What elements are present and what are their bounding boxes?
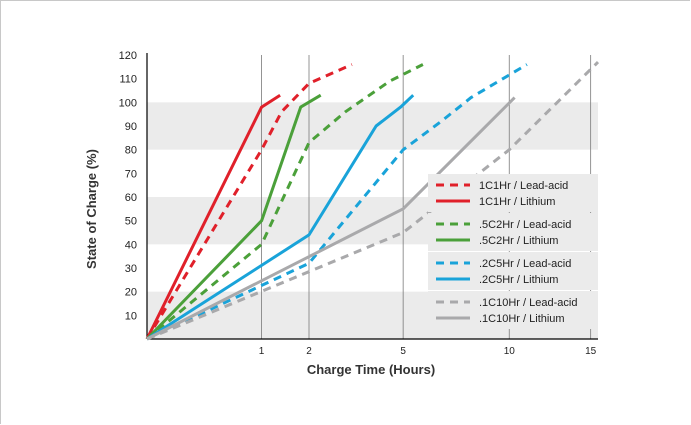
series-line-5 [146, 63, 528, 341]
y-tick-label: 60 [125, 192, 137, 204]
legend-label-5: .2C5Hr / Lead-acid [479, 258, 571, 270]
x-tick-label: 5 [400, 346, 406, 357]
x-tick-label: 1 [259, 346, 265, 357]
y-tick-label: 100 [119, 97, 137, 109]
y-tick-label: 10 [125, 310, 137, 322]
x-tick-labels: 1 2 5 10 15 [259, 346, 597, 357]
y-tick-label: 50 [125, 216, 137, 228]
legend-label-7: .1C10Hr / Lead-acid [479, 297, 577, 309]
legend: 1C1Hr / Lead-acid 1C1Hr / Lithium .5C2Hr /… [428, 174, 598, 329]
legend-label-6: .2C5Hr / Lithium [479, 274, 558, 286]
band-80-100 [147, 102, 598, 150]
y-tick-label: 110 [119, 74, 137, 86]
legend-label-2: 1C1Hr / Lithium [479, 196, 555, 208]
y-tick-labels: 10 20 30 40 50 60 70 80 90 100 110 120 [119, 50, 137, 322]
y-tick-label: 120 [119, 50, 137, 62]
y-axis-label: State of Charge (%) [84, 149, 99, 269]
y-tick-label: 90 [125, 121, 137, 133]
x-axis-label: Charge Time (Hours) [307, 362, 435, 377]
series-lines [145, 61, 600, 341]
series-line-6 [146, 94, 415, 341]
legend-group-bg-2 [428, 213, 598, 251]
y-tick-label: 30 [125, 263, 137, 275]
y-tick-label: 20 [125, 287, 137, 299]
series-line-1 [145, 63, 353, 340]
legend-group-bg-1 [428, 174, 598, 212]
axes [146, 53, 598, 340]
x-tick-label: 10 [504, 346, 516, 357]
y-tick-label: 80 [125, 145, 137, 157]
y-tick-label: 70 [125, 168, 137, 180]
y-tick-label: 40 [125, 239, 137, 251]
series-line-2 [145, 93, 281, 340]
legend-label-4: .5C2Hr / Lithium [479, 235, 558, 247]
x-tick-label: 15 [585, 346, 597, 357]
legend-group-bg-3 [428, 252, 598, 290]
legend-group-bg-4 [428, 291, 598, 329]
series-line-8 [146, 96, 516, 341]
series-line-4 [145, 93, 322, 341]
x-tick-label: 2 [306, 346, 312, 357]
legend-label-3: .5C2Hr / Lead-acid [479, 219, 571, 231]
legend-label-1: 1C1Hr / Lead-acid [479, 180, 568, 192]
series-line-3 [146, 63, 424, 341]
legend-label-8: .1C10Hr / Lithium [479, 313, 565, 325]
